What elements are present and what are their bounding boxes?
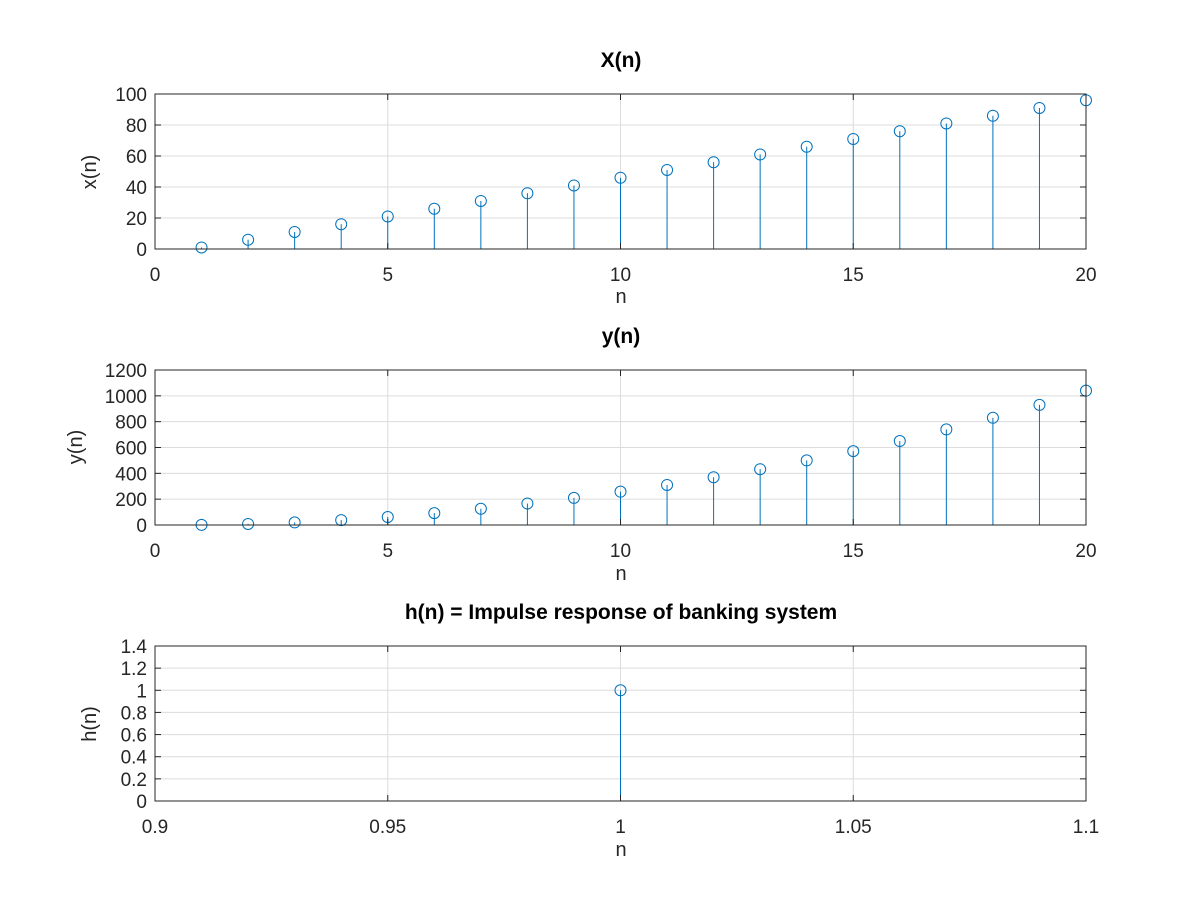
stem-marker xyxy=(567,179,580,192)
stem-marker xyxy=(986,109,999,122)
y-tick-label: 0 xyxy=(136,516,147,537)
stem-marker xyxy=(195,241,208,254)
x-tick-label: 20 xyxy=(1075,265,1096,286)
y-tick-label: 0.4 xyxy=(121,748,148,769)
stem-marker xyxy=(567,491,580,504)
y-tick-label: 0 xyxy=(136,240,147,261)
x-tick-label: 5 xyxy=(382,265,393,286)
stem-marker xyxy=(661,478,674,491)
stem-marker xyxy=(428,507,441,520)
y-tick-label: 200 xyxy=(115,490,147,511)
y-tick-label: 1000 xyxy=(105,387,147,408)
stem-marker xyxy=(474,502,487,515)
stem-marker xyxy=(288,516,301,529)
x-axis-label: n xyxy=(615,286,626,308)
ticks: 0 5 10 15 20 0 20 40 60 80 100 xyxy=(115,85,1096,286)
y-tick-label: 0.2 xyxy=(121,770,147,791)
stem-marker xyxy=(847,132,860,145)
stem-marker xyxy=(614,171,627,184)
stem-marker xyxy=(893,125,906,138)
stem-marker xyxy=(800,454,813,467)
x-axis-label: n xyxy=(615,563,626,585)
stem-marker xyxy=(940,423,953,436)
x-tick-label: 15 xyxy=(843,265,864,286)
x-tick-label: 10 xyxy=(610,541,631,562)
y-tick-label: 40 xyxy=(126,178,147,199)
y-tick-label: 60 xyxy=(126,147,147,168)
y-tick-label: 0.8 xyxy=(121,703,147,724)
x-tick-label: 0.95 xyxy=(369,817,406,838)
stem-marker xyxy=(474,194,487,207)
ticks: 0.9 0.95 1 1.05 1.100.20.40.60.811.21.4 xyxy=(121,637,1100,838)
x-tick-label: 1.05 xyxy=(835,817,872,838)
y-axis-label: x(n) xyxy=(79,155,101,189)
x-tick-label: 5 xyxy=(382,541,393,562)
stem-marker xyxy=(893,435,906,448)
stem-marker xyxy=(1033,398,1046,411)
y-tick-label: 800 xyxy=(115,413,147,434)
stem-marker xyxy=(707,471,720,484)
x-tick-label: 1.1 xyxy=(1073,817,1099,838)
x-tick-label: 20 xyxy=(1075,541,1096,562)
stem-marker xyxy=(940,117,953,130)
x-tick-label: 0 xyxy=(150,541,161,562)
y-tick-label: 1200 xyxy=(105,361,147,382)
subplot-h-n: h(n) = Impulse response of banking syste… xyxy=(79,601,1099,861)
stem-series xyxy=(614,684,627,801)
subplot-x-n: X(n) n x(n) 0 5 10 15 20 0 20 40 60 80 100 xyxy=(79,49,1097,308)
y-tick-label: 80 xyxy=(126,116,147,137)
y-tick-label: 100 xyxy=(115,85,147,106)
stem-marker xyxy=(381,210,394,223)
stem-series xyxy=(195,384,1092,531)
stem-marker xyxy=(986,411,999,424)
y-tick-label: 1.4 xyxy=(121,637,148,658)
y-axis-label: h(n) xyxy=(79,706,101,742)
y-tick-label: 600 xyxy=(115,439,147,460)
stem-marker xyxy=(754,148,767,161)
stem-marker xyxy=(288,225,301,238)
x-tick-label: 15 xyxy=(843,541,864,562)
stem-marker xyxy=(1033,101,1046,114)
stem-marker xyxy=(521,187,534,200)
y-tick-label: 0 xyxy=(136,792,147,813)
y-tick-label: 1 xyxy=(136,681,147,702)
stem-marker xyxy=(242,233,255,246)
y-tick-label: 0.6 xyxy=(121,726,147,747)
y-tick-label: 1.2 xyxy=(121,659,147,680)
x-tick-label: 0 xyxy=(150,265,161,286)
y-tick-label: 400 xyxy=(115,464,147,485)
stem-marker xyxy=(242,517,255,530)
chart-title: X(n) xyxy=(601,49,642,72)
chart-title: h(n) = Impulse response of banking syste… xyxy=(405,601,837,624)
stem-marker xyxy=(707,156,720,169)
x-axis-label: n xyxy=(615,839,626,861)
stem-marker xyxy=(521,497,534,510)
stem-marker xyxy=(614,485,627,498)
x-tick-label: 0.9 xyxy=(142,817,168,838)
stem-marker xyxy=(800,140,813,153)
chart-title: y(n) xyxy=(602,325,641,348)
stem-marker xyxy=(335,514,348,527)
subplot-y-n: y(n) n y(n) 0 5 10 15 2002004006008001000120… xyxy=(65,325,1097,585)
y-tick-label: 20 xyxy=(126,209,147,230)
stem-marker xyxy=(661,163,674,176)
stem-marker xyxy=(335,218,348,231)
stem-marker xyxy=(428,202,441,215)
x-tick-label: 10 xyxy=(610,265,631,286)
stem-marker xyxy=(614,684,627,697)
x-tick-label: 1 xyxy=(615,817,626,838)
y-axis-label: y(n) xyxy=(65,430,87,464)
stem-marker xyxy=(847,445,860,458)
stem-marker xyxy=(754,463,767,476)
